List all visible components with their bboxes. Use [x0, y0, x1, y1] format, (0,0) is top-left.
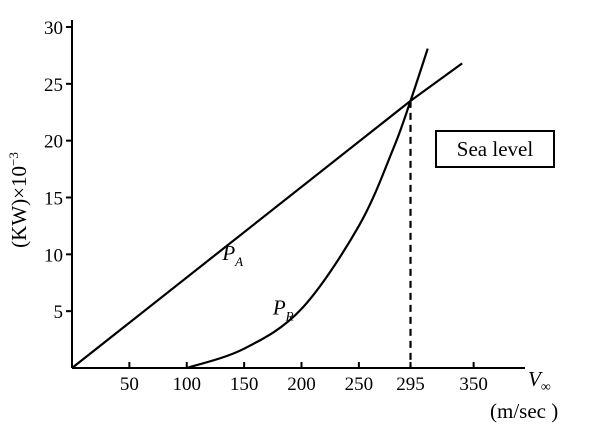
y-axis-label-exponent: −3 [6, 152, 21, 166]
y-tick-label: 25 [44, 75, 63, 96]
annotation-text: Sea level [457, 137, 534, 161]
x-tick-label: 200 [287, 374, 316, 395]
x-tick-label: 350 [459, 374, 488, 395]
y-tick-label: 20 [44, 132, 63, 153]
y-tick-label: 5 [54, 302, 64, 323]
series-label-a: PA [221, 241, 243, 269]
series-label-r: PR [272, 296, 294, 324]
x-axis-symbol-main: V [528, 367, 543, 391]
x-tick-label: 295 [396, 374, 425, 395]
series-line-pa [71, 62, 463, 369]
series-layer [71, 48, 463, 370]
x-axis-units: (m/sec ) [490, 399, 558, 423]
x-ticks: 50 100 150 200 250 295 350 [120, 362, 488, 395]
x-axis-symbol: V∞ [528, 367, 551, 395]
y-tick-label: 10 [44, 245, 63, 266]
y-tick-label: 15 [44, 188, 63, 209]
axes [71, 20, 525, 369]
series-label-main: P [272, 296, 286, 320]
x-tick-label: 50 [120, 374, 139, 395]
x-tick-label: 250 [345, 374, 374, 395]
y-tick-label: 30 [44, 18, 63, 39]
annotation-box: Sea level [435, 130, 555, 168]
series-label-main: P [221, 241, 235, 265]
y-axis-label: (KW)×10−3 [6, 152, 31, 248]
annotation-frame [435, 130, 555, 168]
x-axis-symbol-subscript: ∞ [541, 380, 551, 395]
series-line-pr [186, 48, 429, 370]
y-ticks: 5 10 15 20 25 30 [44, 18, 72, 323]
y-axis-label-main: (KW)×10 [7, 166, 31, 248]
x-tick-label: 100 [173, 374, 202, 395]
series-label-subscript: A [234, 254, 243, 269]
series-label-subscript: R [285, 309, 294, 324]
x-tick-label: 150 [230, 374, 259, 395]
